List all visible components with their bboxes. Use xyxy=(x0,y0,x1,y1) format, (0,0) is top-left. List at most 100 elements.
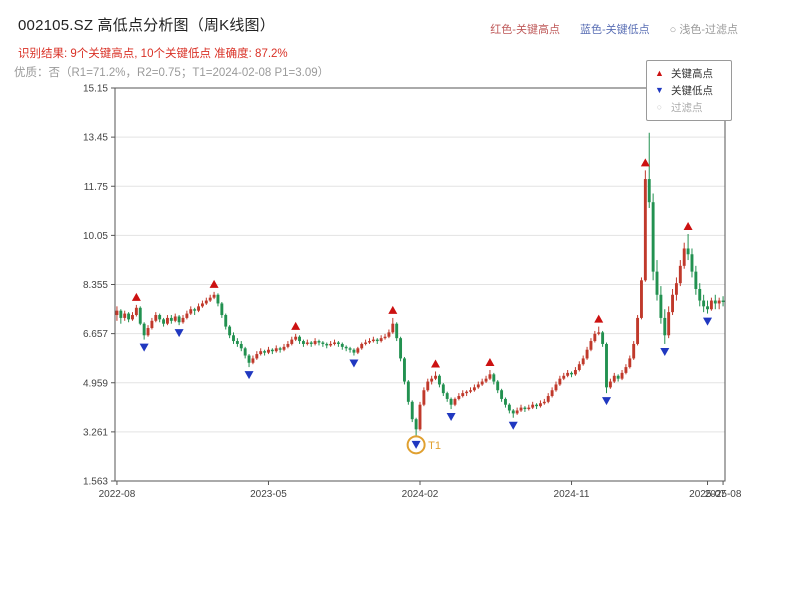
candle-body xyxy=(702,300,706,307)
candle-body xyxy=(511,410,515,414)
color-key-low: 蓝色-关键低点 xyxy=(579,24,650,36)
candle-body xyxy=(488,374,492,379)
candle-body xyxy=(612,375,616,382)
candle-body xyxy=(709,300,713,310)
candle-body xyxy=(523,407,527,410)
candle-body xyxy=(686,248,690,255)
key-high-marker xyxy=(291,321,301,330)
candle-body xyxy=(515,410,519,414)
candle-body xyxy=(430,378,434,382)
candle-body xyxy=(480,381,484,385)
candle-body xyxy=(472,387,476,391)
candle-body xyxy=(640,280,643,318)
candle-body xyxy=(671,294,674,313)
y-tick-label: 1.563 xyxy=(83,477,108,488)
candle-body xyxy=(659,294,663,318)
candle-body xyxy=(538,403,542,407)
y-tick-label: 13.45 xyxy=(83,133,108,144)
candle-body xyxy=(150,320,154,329)
candle-body xyxy=(193,309,197,311)
x-tick-label: 2024-11 xyxy=(554,489,590,500)
candle-body xyxy=(422,390,426,405)
candle-body xyxy=(232,335,235,342)
t1-label: T1 xyxy=(428,440,441,452)
candle-body xyxy=(142,323,146,336)
candle-body xyxy=(628,358,632,368)
legend-label: 关键高点 xyxy=(671,68,713,80)
candle-body xyxy=(651,202,655,272)
candle-body xyxy=(663,317,667,336)
candle-body xyxy=(437,375,441,385)
candle-body xyxy=(146,328,150,336)
candle-body xyxy=(313,341,317,344)
legend-label: 过滤点 xyxy=(671,102,703,114)
key-low-marker xyxy=(411,440,421,449)
candle-body xyxy=(127,313,131,320)
candle-body xyxy=(255,354,259,359)
candle-body xyxy=(581,358,585,365)
candle-body xyxy=(562,375,566,379)
key-high-marker xyxy=(431,359,441,368)
candle-body xyxy=(449,398,453,405)
candle-body xyxy=(616,375,620,379)
candle-body xyxy=(329,343,333,346)
x-tick-label: 2024-02 xyxy=(402,489,439,500)
candle-body xyxy=(243,348,247,356)
candle-body xyxy=(383,336,387,339)
candle-body xyxy=(469,390,472,392)
color-key-high: 红色-关键高点 xyxy=(490,24,560,36)
candle-body xyxy=(465,391,469,394)
candle-body xyxy=(546,396,550,402)
candle-body xyxy=(678,265,682,284)
candle-body xyxy=(177,316,181,323)
candle-body xyxy=(325,343,329,346)
candle-body xyxy=(395,323,399,339)
candle-body xyxy=(138,307,142,324)
key-low-marker xyxy=(508,421,518,430)
candle-body xyxy=(647,179,651,203)
candle-body xyxy=(597,332,601,334)
y-tick-label: 4.959 xyxy=(83,378,108,389)
candle-body xyxy=(340,343,344,347)
candle-body xyxy=(445,393,449,399)
candle-body xyxy=(239,343,243,349)
candle-body xyxy=(169,317,173,321)
candle-body xyxy=(364,342,368,344)
candle-body xyxy=(434,375,437,379)
candle-body xyxy=(119,310,123,318)
key-high-marker xyxy=(485,357,495,366)
candle-body xyxy=(453,398,457,405)
candle-body xyxy=(360,343,364,349)
x-tick-label: 2025-07 xyxy=(689,489,726,500)
candle-body xyxy=(403,358,406,382)
candle-body xyxy=(554,384,558,391)
key-low-marker xyxy=(349,359,359,368)
candle-body xyxy=(368,341,371,343)
plot-border xyxy=(114,87,726,482)
candle-body xyxy=(550,390,554,397)
candle-body xyxy=(706,306,709,310)
candle-body xyxy=(344,346,348,349)
key-low-marker xyxy=(139,343,149,352)
candle-body xyxy=(698,288,702,301)
key-low-marker xyxy=(703,317,713,326)
candle-body xyxy=(204,300,208,304)
candle-body xyxy=(298,336,302,342)
candle-body xyxy=(500,390,504,399)
candle-body xyxy=(570,372,573,375)
key-low-marker xyxy=(660,347,670,356)
candle-body xyxy=(504,398,507,405)
recognition-result: 识别结果: 9个关键高点, 10个关键低点 准确度: 87.2% xyxy=(18,48,288,60)
candle-body xyxy=(270,349,274,352)
candle-body xyxy=(492,374,496,382)
legend-item-key-high: ▲ 关键高点 xyxy=(654,65,724,82)
key-low-marker xyxy=(244,371,254,380)
candle-body xyxy=(348,348,352,350)
key-high-marker xyxy=(683,222,693,231)
candle-body xyxy=(713,300,717,304)
candle-body xyxy=(216,294,220,304)
candle-body xyxy=(655,271,659,295)
candle-body xyxy=(558,378,562,385)
candle-body xyxy=(259,351,263,355)
